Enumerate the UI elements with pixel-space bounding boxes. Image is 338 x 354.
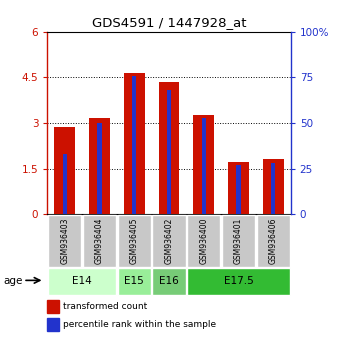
Bar — [167, 90, 171, 214]
Bar — [97, 123, 101, 214]
Bar — [271, 163, 275, 214]
FancyBboxPatch shape — [187, 215, 220, 267]
Text: E15: E15 — [124, 276, 144, 286]
Bar — [132, 76, 136, 214]
FancyBboxPatch shape — [152, 268, 186, 295]
Text: GSM936400: GSM936400 — [199, 217, 208, 264]
Text: GSM936403: GSM936403 — [60, 217, 69, 264]
Bar — [228, 162, 249, 214]
Text: transformed count: transformed count — [63, 302, 147, 312]
Text: age: age — [3, 276, 23, 286]
Bar — [202, 118, 206, 214]
FancyBboxPatch shape — [48, 215, 81, 267]
FancyBboxPatch shape — [118, 268, 151, 295]
Bar — [159, 82, 179, 214]
FancyBboxPatch shape — [118, 215, 151, 267]
Text: percentile rank within the sample: percentile rank within the sample — [63, 320, 216, 329]
Text: GSM936404: GSM936404 — [95, 217, 104, 264]
Title: GDS4591 / 1447928_at: GDS4591 / 1447928_at — [92, 16, 246, 29]
Bar — [193, 115, 214, 214]
Text: E14: E14 — [72, 276, 92, 286]
Text: GSM936406: GSM936406 — [269, 217, 278, 264]
Text: GSM936401: GSM936401 — [234, 217, 243, 264]
Bar — [124, 73, 145, 214]
Text: E17.5: E17.5 — [224, 276, 254, 286]
FancyBboxPatch shape — [152, 215, 186, 267]
Bar — [263, 159, 284, 214]
Bar — [237, 165, 241, 214]
FancyBboxPatch shape — [48, 268, 116, 295]
Text: GSM936405: GSM936405 — [130, 217, 139, 264]
FancyBboxPatch shape — [187, 268, 290, 295]
Bar — [89, 119, 110, 214]
Bar — [54, 127, 75, 214]
Bar — [63, 154, 67, 214]
FancyBboxPatch shape — [257, 215, 290, 267]
FancyBboxPatch shape — [222, 215, 255, 267]
Text: GSM936402: GSM936402 — [165, 217, 173, 264]
Text: E16: E16 — [159, 276, 179, 286]
FancyBboxPatch shape — [83, 215, 116, 267]
